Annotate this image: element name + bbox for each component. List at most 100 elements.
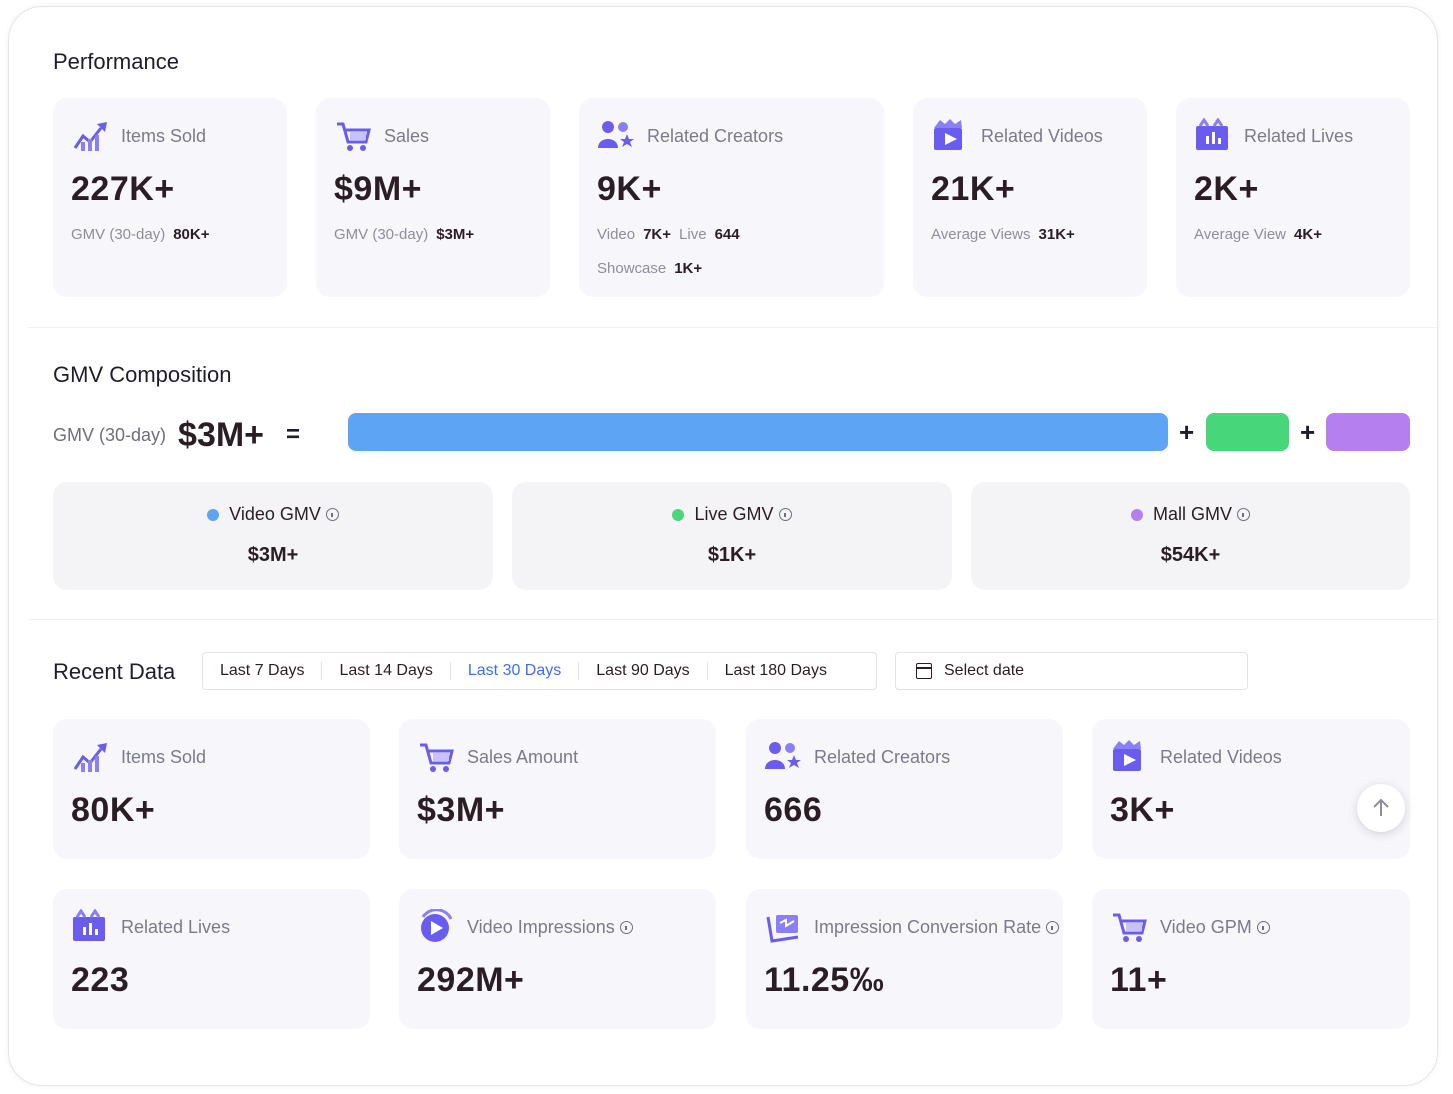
creators-icon bbox=[598, 121, 634, 148]
perf-label-related-creators: Related Creators bbox=[647, 125, 784, 146]
live-screen-icon bbox=[1196, 118, 1228, 150]
perf-sub2-related-creators: Showcase 1K+ bbox=[597, 260, 702, 277]
info-icon[interactable] bbox=[1256, 920, 1270, 934]
perf-card-related-lives: Related Lives 2K+ Average View 4K+ bbox=[1176, 98, 1410, 297]
tab-last-7-days[interactable]: Last 7 Days bbox=[203, 662, 323, 680]
gmv-plus-sign: + bbox=[1300, 417, 1316, 447]
calendar-icon bbox=[916, 663, 932, 679]
date-picker[interactable]: Select date bbox=[895, 652, 1248, 690]
gmv-part-name: Video GMV bbox=[229, 504, 321, 524]
recent-card-related-lives: Related Lives 223 bbox=[53, 889, 370, 1029]
perf-value-related-creators: 9K+ bbox=[597, 170, 662, 208]
recent-card-impression-conversion-rate: Impression Conversion Rate 11.25‰ bbox=[746, 889, 1063, 1029]
perf-label-related-videos: Related Videos bbox=[981, 125, 1103, 146]
dashboard-panel: Performance Items Sold 227K+ GMV (30-day… bbox=[8, 6, 1438, 1086]
section-divider bbox=[27, 327, 1437, 328]
shopping-cart-icon bbox=[1113, 913, 1147, 942]
perf-label-related-lives: Related Lives bbox=[1244, 125, 1354, 146]
perf-sub-key: Average View bbox=[1194, 226, 1287, 243]
info-icon[interactable] bbox=[619, 920, 633, 934]
perf-sub-key: GMV (30-day) bbox=[334, 226, 429, 243]
tab-last-30-days[interactable]: Last 30 Days bbox=[451, 662, 580, 680]
tab-last-14-days[interactable]: Last 14 Days bbox=[322, 662, 451, 680]
video-play-circle-icon bbox=[421, 909, 453, 942]
perf-sub-related-creators: Video 7K+ Live 644 bbox=[597, 226, 740, 243]
perf-card-related-videos: Related Videos 21K+ Average Views 31K+ bbox=[913, 98, 1147, 297]
recent-label: Video Impressions bbox=[467, 917, 633, 938]
info-icon[interactable] bbox=[778, 508, 792, 521]
gmv-composition-title: GMV Composition bbox=[53, 362, 232, 387]
recent-value: 11.25‰ bbox=[764, 961, 885, 999]
perf-sub-key: Average Views bbox=[931, 226, 1031, 243]
perf-sub-key: GMV (30-day) bbox=[71, 226, 166, 243]
gmv-bar-video bbox=[348, 413, 1168, 451]
gmv-card-live: Live GMV $1K+ bbox=[512, 482, 952, 590]
perf-label-sales: Sales bbox=[384, 125, 430, 146]
perf-sub-key: Live bbox=[679, 226, 707, 243]
tab-last-180-days[interactable]: Last 180 Days bbox=[724, 662, 827, 679]
chart-growth-icon bbox=[73, 122, 107, 151]
perf-sub-value: 4K+ bbox=[1294, 226, 1322, 243]
recent-value: $3M+ bbox=[417, 791, 505, 829]
gmv-part-name: Live GMV bbox=[694, 504, 774, 524]
perf-value-sales: $9M+ bbox=[334, 170, 422, 208]
recent-card-video-impressions: Video Impressions 292M+ bbox=[399, 889, 716, 1029]
perf-value-items-sold: 227K+ bbox=[71, 170, 175, 208]
perf-sub-key: Video bbox=[597, 226, 636, 243]
gmv-card-video: Video GMV $3M+ bbox=[53, 482, 493, 590]
info-icon[interactable] bbox=[325, 508, 339, 521]
recent-label: Sales Amount bbox=[467, 746, 579, 767]
recent-data-title: Recent Data bbox=[53, 659, 176, 684]
video-dot-icon bbox=[207, 508, 220, 521]
perf-card-items-sold: Items Sold 227K+ GMV (30-day) 80K+ bbox=[53, 98, 287, 297]
info-icon[interactable] bbox=[1046, 920, 1060, 934]
perf-sub-value: 80K+ bbox=[173, 226, 210, 243]
live-screen-icon bbox=[73, 909, 105, 941]
chart-growth-icon bbox=[73, 743, 107, 772]
perf-sub-related-lives: Average View 4K+ bbox=[1194, 226, 1322, 243]
video-clapper-icon bbox=[1113, 740, 1141, 771]
perf-value-related-videos: 21K+ bbox=[931, 170, 1016, 208]
recent-label: Related Videos bbox=[1160, 746, 1282, 767]
recent-value: 3K+ bbox=[1110, 791, 1175, 829]
perf-card-related-creators: Related Creators 9K+ Video 7K+ Live 644 … bbox=[579, 98, 884, 297]
perf-label-items-sold: Items Sold bbox=[121, 125, 207, 146]
gmv-part-name: Mall GMV bbox=[1152, 504, 1232, 524]
info-icon[interactable] bbox=[1237, 508, 1250, 521]
perf-value-related-lives: 2K+ bbox=[1194, 170, 1259, 208]
gmv-plus-sign: + bbox=[1179, 417, 1195, 447]
shopping-cart-icon bbox=[337, 122, 371, 151]
recent-label: Items Sold bbox=[121, 746, 207, 767]
recent-card-items-sold: Items Sold 80K+ bbox=[53, 719, 370, 859]
perf-sub-related-videos: Average Views 31K+ bbox=[931, 226, 1075, 243]
recent-label: Video GPM bbox=[1160, 917, 1270, 938]
recent-value: 80K+ bbox=[71, 791, 156, 829]
recent-card-sales-amount: Sales Amount $3M+ bbox=[399, 719, 716, 859]
perf-sub-value: 7K+ bbox=[643, 226, 672, 243]
recent-value: 666 bbox=[764, 791, 823, 829]
gmv-bar-live bbox=[1206, 413, 1289, 451]
gmv-total: $3M+ bbox=[178, 415, 265, 454]
recent-label: Related Lives bbox=[121, 916, 231, 937]
performance-title: Performance bbox=[53, 49, 179, 74]
live-dot-icon bbox=[672, 508, 685, 521]
mall-dot-icon bbox=[1130, 508, 1143, 521]
recent-label: Impression Conversion Rate bbox=[814, 917, 1060, 938]
gmv-summary: GMV (30-day) $3M+ = bbox=[53, 410, 300, 460]
gmv-part-value: $54K+ bbox=[1160, 544, 1221, 566]
section-divider bbox=[27, 619, 1437, 620]
gmv-part-value: $1K+ bbox=[707, 544, 757, 566]
recent-value: 223 bbox=[71, 961, 130, 999]
date-range-tabs: Last 7 Days Last 14 Days Last 30 Days La… bbox=[202, 652, 877, 690]
recent-value: 292M+ bbox=[417, 961, 525, 999]
perf-sub-value: 1K+ bbox=[674, 260, 703, 277]
perf-card-sales: Sales $9M+ GMV (30-day) $3M+ bbox=[316, 98, 550, 297]
recent-card-video-gpm: Video GPM 11+ bbox=[1092, 889, 1410, 1029]
video-clapper-icon bbox=[934, 119, 962, 150]
recent-card-related-videos: Related Videos 3K+ bbox=[1092, 719, 1410, 859]
tab-last-90-days[interactable]: Last 90 Days bbox=[579, 662, 708, 680]
shopping-cart-icon bbox=[420, 743, 454, 772]
scroll-to-top-button[interactable] bbox=[1357, 784, 1405, 832]
perf-sub-items-sold: GMV (30-day) 80K+ bbox=[71, 226, 209, 243]
perf-sub-key: Showcase bbox=[597, 260, 667, 277]
